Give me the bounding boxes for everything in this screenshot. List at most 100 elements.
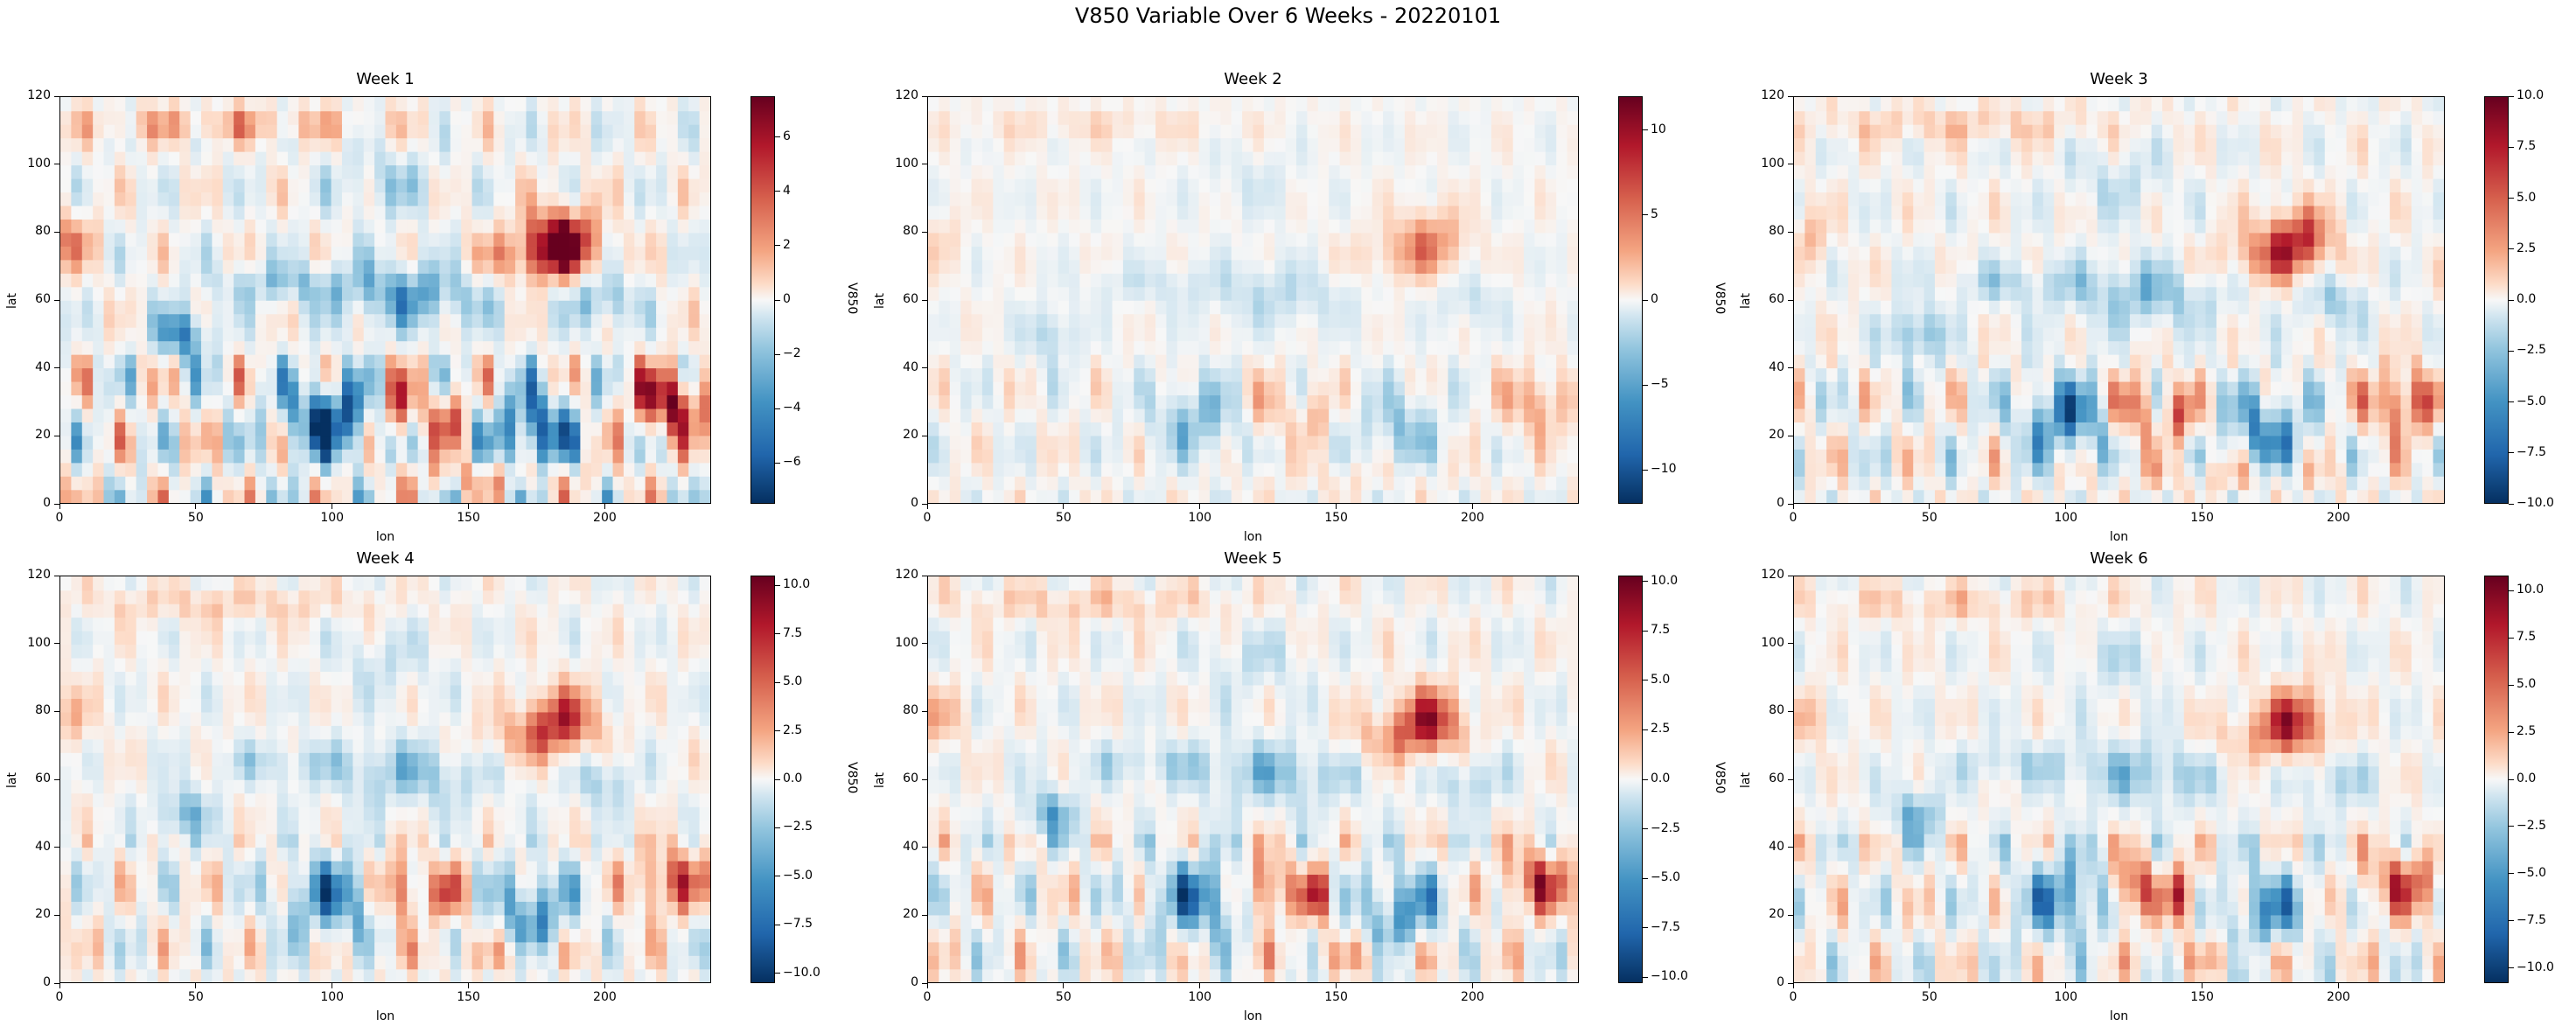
colorbar-tick-label-week-4: −5.0: [783, 868, 813, 883]
colorbar-tick-mark-week-1: [775, 245, 780, 247]
colorbar-tick-label-week-2: 5: [1651, 206, 1658, 221]
colorbar-tick-mark-week-5: [1643, 877, 1648, 879]
y-tick-label-week-1: 80: [35, 224, 51, 239]
x-tick-label-week-1: 150: [457, 511, 480, 525]
colorbar-tick-mark-week-3: [2509, 503, 2514, 505]
y-tick-mark-week-5: [922, 847, 927, 848]
colorbar-tick-label-week-1: 4: [783, 183, 791, 198]
colorbar-tick-label-week-3: −7.5: [2517, 444, 2546, 459]
colorbar-week-2: [1618, 96, 1643, 504]
colorbar-tick-label-week-2: 0: [1651, 292, 1658, 306]
x-tick-mark-week-1: [59, 504, 60, 509]
colorbar-tick-label-week-5: 2.5: [1651, 722, 1671, 736]
y-tick-label-week-5: 60: [903, 771, 918, 785]
y-tick-mark-week-6: [1788, 778, 1793, 780]
y-tick-mark-week-5: [922, 643, 927, 645]
heatmap-plot-week-6: [1793, 576, 2445, 983]
colorbar-tick-mark-week-1: [775, 353, 780, 355]
colorbar-label-week-1: V850: [845, 283, 859, 315]
y-tick-mark-week-6: [1788, 914, 1793, 916]
colorbar-tick-label-week-1: −2: [783, 346, 801, 361]
x-tick-label-week-3: 50: [1921, 511, 1937, 525]
x-tick-label-week-4: 150: [457, 990, 480, 1004]
x-tick-label-week-3: 150: [2190, 511, 2214, 525]
y-axis-label-week-4: lat: [5, 772, 19, 788]
colorbar-tick-label-week-3: −2.5: [2517, 343, 2546, 358]
y-tick-label-week-5: 100: [895, 635, 918, 650]
x-tick-mark-week-2: [1063, 504, 1065, 509]
colorbar-tick-mark-week-5: [1643, 729, 1648, 730]
colorbar-tick-label-week-1: 6: [783, 129, 791, 143]
y-tick-mark-week-5: [922, 914, 927, 916]
colorbar-tick-mark-week-4: [775, 973, 780, 974]
x-tick-label-week-1: 100: [320, 511, 345, 525]
x-tick-mark-week-4: [59, 983, 60, 988]
y-tick-label-week-1: 20: [35, 428, 51, 443]
colorbar-tick-mark-week-3: [2509, 452, 2514, 454]
heatmap-plot-week-3: [1793, 96, 2445, 504]
y-tick-mark-week-3: [1788, 299, 1793, 301]
colorbar-tick-mark-week-6: [2509, 590, 2514, 591]
colorbar-tick-label-week-3: 10.0: [2517, 88, 2545, 102]
figure-title: V850 Variable Over 6 Weeks - 20220101: [1074, 3, 1502, 28]
colorbar-tick-label-week-6: −7.5: [2517, 912, 2546, 927]
colorbar-tick-mark-week-4: [775, 584, 780, 586]
colorbar-tick-mark-week-4: [775, 681, 780, 683]
x-tick-mark-week-4: [195, 983, 197, 988]
colorbar-tick-label-week-6: −2.5: [2517, 818, 2546, 833]
x-tick-mark-week-1: [604, 504, 605, 509]
x-tick-mark-week-3: [2202, 504, 2203, 509]
x-tick-label-week-6: 50: [1921, 990, 1937, 1004]
y-tick-label-week-2: 100: [895, 156, 918, 171]
y-tick-label-week-2: 0: [911, 496, 918, 510]
heatmap-field-week-4: [60, 576, 710, 982]
x-tick-label-week-6: 200: [2327, 990, 2350, 1004]
x-axis-label-week-2: lon: [1243, 530, 1263, 544]
x-tick-mark-week-1: [468, 504, 470, 509]
colorbar-tick-label-week-5: −7.5: [1651, 919, 1680, 934]
y-tick-label-week-5: 0: [911, 975, 918, 989]
x-tick-mark-week-5: [926, 983, 928, 988]
x-tick-label-week-3: 100: [2054, 511, 2078, 525]
colorbar-tick-label-week-4: 0.0: [783, 771, 803, 785]
y-tick-mark-week-3: [1788, 503, 1793, 505]
y-tick-label-week-6: 0: [1777, 975, 1784, 989]
y-tick-mark-week-4: [54, 643, 59, 645]
y-tick-mark-week-6: [1788, 643, 1793, 645]
y-tick-label-week-4: 0: [43, 975, 51, 989]
colorbar-tick-label-week-4: −7.5: [783, 917, 813, 932]
x-tick-mark-week-2: [1199, 504, 1201, 509]
y-tick-label-week-2: 20: [903, 428, 918, 443]
y-tick-label-week-2: 120: [895, 88, 918, 102]
x-tick-label-week-5: 0: [923, 990, 932, 1004]
y-tick-label-week-4: 120: [27, 568, 51, 582]
y-tick-mark-week-2: [922, 367, 927, 369]
heatmap-field-week-2: [928, 97, 1578, 503]
colorbar-tick-label-week-6: 10.0: [2517, 583, 2545, 597]
colorbar-tick-label-week-5: −5.0: [1651, 870, 1680, 885]
y-tick-mark-week-6: [1788, 847, 1793, 848]
colorbar-tick-mark-week-5: [1643, 976, 1648, 978]
colorbar-tick-label-week-6: −10.0: [2517, 960, 2554, 974]
colorbar-tick-label-week-2: −5: [1651, 377, 1669, 392]
colorbar-tick-mark-week-5: [1643, 680, 1648, 681]
heatmap-plot-week-5: [927, 576, 1579, 983]
colorbar-tick-mark-week-6: [2509, 826, 2514, 827]
heatmap-plot-week-1: [59, 96, 711, 504]
y-tick-label-week-4: 20: [35, 907, 51, 922]
x-tick-mark-week-3: [2337, 504, 2339, 509]
colorbar-tick-mark-week-2: [1643, 469, 1648, 471]
y-tick-mark-week-2: [922, 95, 927, 97]
colorbar-tick-label-week-4: 10.0: [783, 577, 811, 592]
x-tick-mark-week-5: [1471, 983, 1473, 988]
x-tick-label-week-3: 200: [2327, 511, 2350, 525]
colorbar-tick-mark-week-1: [775, 136, 780, 138]
colorbar-tick-label-week-4: 7.5: [783, 625, 803, 640]
colorbar-tick-label-week-3: 7.5: [2517, 139, 2537, 154]
x-tick-mark-week-6: [2337, 983, 2339, 988]
heatmap-field-week-6: [1794, 576, 2444, 982]
colorbar-tick-label-week-6: −5.0: [2517, 865, 2546, 880]
colorbar-tick-mark-week-1: [775, 191, 780, 192]
y-tick-label-week-4: 40: [35, 839, 51, 854]
y-tick-label-week-3: 60: [1769, 292, 1784, 306]
